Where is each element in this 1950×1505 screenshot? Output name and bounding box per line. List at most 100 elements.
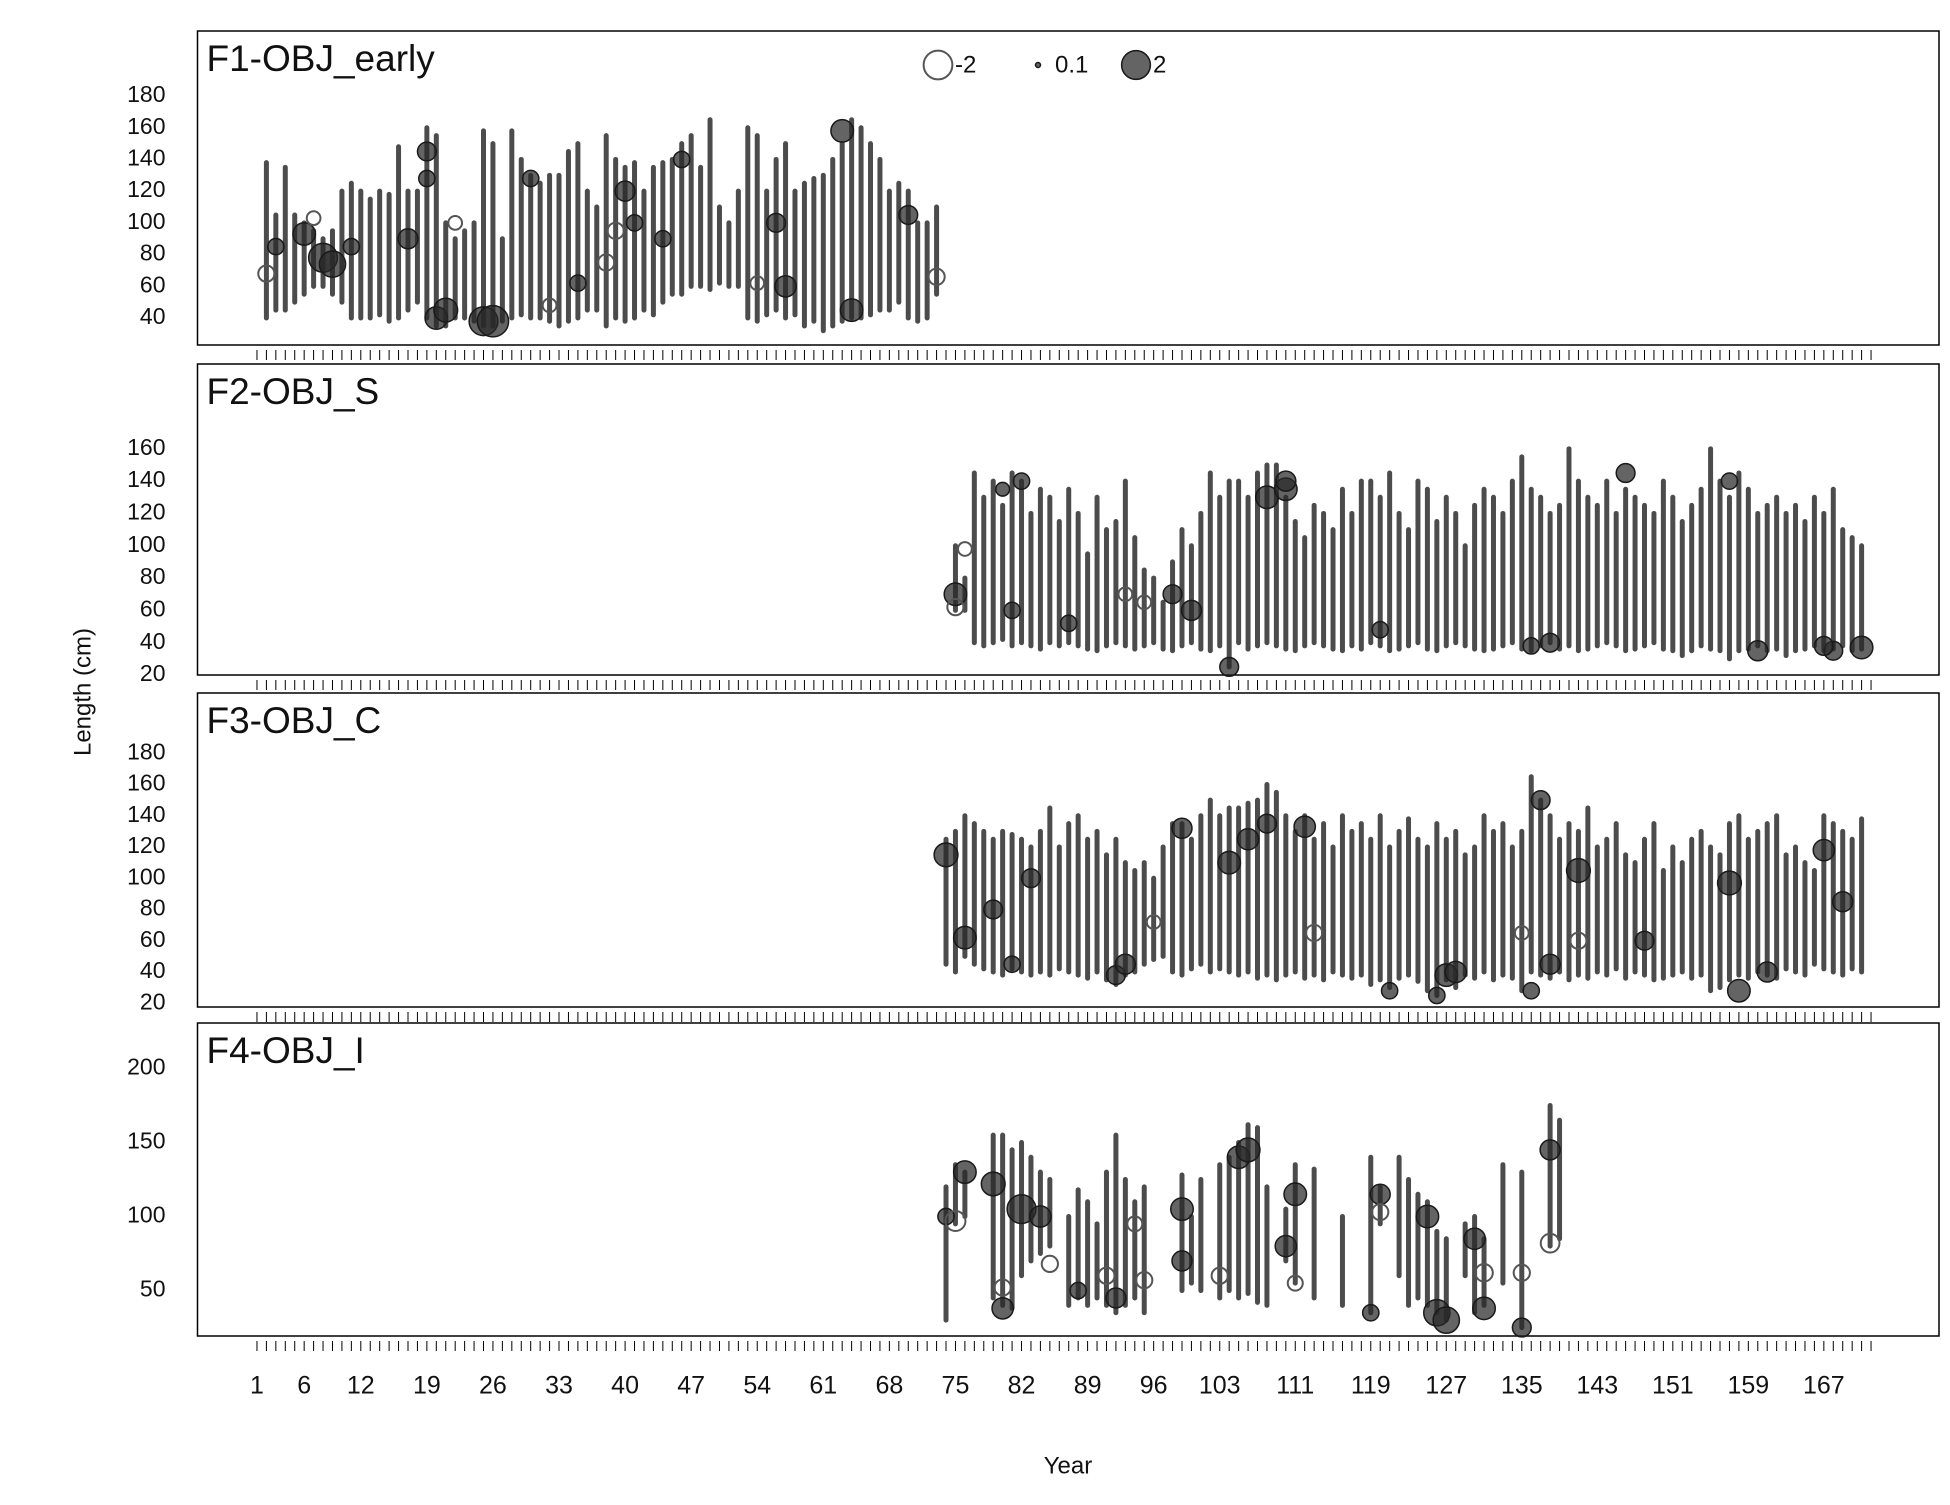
y-tick-label: 100 — [127, 863, 165, 889]
residual-bubble — [749, 275, 766, 292]
x-tick-label: 119 — [1351, 1372, 1391, 1400]
residual-bubble — [1444, 960, 1468, 984]
x-tick-label: 61 — [809, 1372, 837, 1400]
residual-bubble — [672, 150, 691, 169]
residual-bubble — [1371, 620, 1390, 639]
residual-bubble — [1114, 953, 1137, 975]
residual-bubble — [765, 212, 787, 234]
y-tick-label: 40 — [140, 303, 166, 329]
residual-bubble — [1463, 1227, 1486, 1251]
residual-bubble — [476, 304, 510, 338]
residual-bubble — [1472, 1296, 1497, 1321]
panel-frame — [196, 1022, 1940, 1337]
residual-bubble — [952, 1160, 977, 1185]
residual-bubble — [946, 598, 965, 617]
residual-bubble — [943, 582, 968, 607]
residual-bubble — [839, 298, 864, 323]
residual-bubble — [1162, 584, 1183, 605]
x-tick-label: 26 — [479, 1372, 507, 1400]
residual-bubble — [774, 274, 797, 298]
panel-title: F3-OBJ_C — [207, 700, 382, 741]
y-tick-label: 20 — [140, 660, 166, 686]
y-tick-label: 120 — [127, 832, 165, 858]
residual-bubble — [1512, 1263, 1531, 1282]
panel-frame — [196, 363, 1940, 676]
residual-bubble — [1105, 1287, 1127, 1309]
residual-bubble — [1427, 986, 1446, 1005]
y-axis-label: Length (cm) — [69, 628, 96, 756]
x-tick-label: 54 — [743, 1372, 771, 1400]
x-tick-label: 33 — [545, 1372, 573, 1400]
residual-bubble — [1361, 1303, 1380, 1322]
panel-frame — [196, 692, 1940, 1008]
residual-bubble — [980, 1171, 1006, 1197]
x-tick-label: 68 — [875, 1372, 903, 1400]
residual-bubble — [1539, 1139, 1561, 1161]
y-tick-label: 60 — [140, 271, 166, 297]
residual-bubble — [1256, 813, 1278, 834]
residual-bubble — [653, 229, 672, 248]
residual-bubble — [1369, 1183, 1391, 1206]
residual-bubble — [1565, 857, 1592, 884]
y-tick-label: 80 — [140, 240, 166, 266]
residual-bubble — [1283, 1182, 1308, 1207]
residual-bubble — [1210, 1266, 1229, 1285]
residual-bubble — [1511, 1317, 1532, 1338]
residual-bubble — [983, 899, 1004, 920]
y-tick-label: 80 — [140, 895, 166, 921]
residual-bubble — [1293, 815, 1317, 839]
y-tick-label: 120 — [127, 176, 165, 202]
residual-bubble — [927, 267, 946, 286]
residual-bubble — [1812, 838, 1836, 862]
residual-bubble — [1539, 953, 1561, 975]
residual-bubble — [1747, 640, 1769, 662]
y-tick-label: 150 — [127, 1128, 165, 1154]
y-tick-label: 100 — [127, 208, 165, 234]
residual-bubble — [541, 297, 558, 314]
residual-bubble — [1135, 1271, 1154, 1290]
legend-marker — [922, 49, 954, 81]
residual-bubble — [995, 481, 1011, 497]
residual-bubble — [830, 118, 855, 143]
x-tick-label: 75 — [942, 1372, 970, 1400]
legend-label: -2 — [955, 51, 976, 78]
residual-bubble — [1716, 870, 1743, 896]
y-tick-label: 80 — [140, 563, 166, 589]
x-tick-label: 89 — [1074, 1372, 1102, 1400]
panel-title: F1-OBJ_early — [207, 38, 436, 79]
x-tick-label: 151 — [1652, 1372, 1694, 1400]
residual-bubble — [1634, 930, 1655, 951]
y-tick-label: 160 — [127, 434, 165, 460]
residual-bubble — [1522, 981, 1541, 1000]
y-tick-label: 140 — [127, 466, 165, 492]
legend-label: 0.1 — [1055, 51, 1088, 78]
residual-bubble — [606, 221, 625, 240]
residual-bubble — [1097, 1266, 1116, 1285]
y-tick-label: 160 — [127, 770, 165, 796]
residual-bubble — [305, 210, 322, 227]
residual-bubble — [1180, 599, 1203, 622]
residual-bubble — [1040, 1254, 1059, 1274]
y-tick-label: 140 — [127, 801, 165, 827]
x-tick-label: 12 — [347, 1372, 375, 1400]
residual-bubble — [1813, 635, 1834, 657]
residual-bubble — [957, 541, 973, 557]
residual-bubble — [521, 169, 540, 188]
residual-bubble — [1432, 1306, 1461, 1335]
residual-bubble — [1415, 1204, 1440, 1229]
x-tick-label: 103 — [1199, 1372, 1241, 1400]
x-tick-label: 40 — [611, 1372, 639, 1400]
residual-bubble — [1136, 594, 1153, 611]
y-tick-label: 50 — [140, 1276, 166, 1302]
residual-bubble — [1615, 462, 1636, 484]
panel-title: F2-OBJ_S — [207, 371, 380, 412]
residual-bubble — [1539, 1232, 1561, 1254]
y-tick-label: 40 — [140, 957, 166, 983]
legend-marker — [1120, 49, 1152, 81]
residual-bubble — [993, 1278, 1012, 1297]
residual-bubble — [1513, 925, 1530, 941]
residual-bubble — [952, 925, 977, 950]
residual-bubble — [569, 274, 587, 293]
y-tick-label: 60 — [140, 595, 166, 621]
residual-bubble — [1020, 868, 1042, 889]
